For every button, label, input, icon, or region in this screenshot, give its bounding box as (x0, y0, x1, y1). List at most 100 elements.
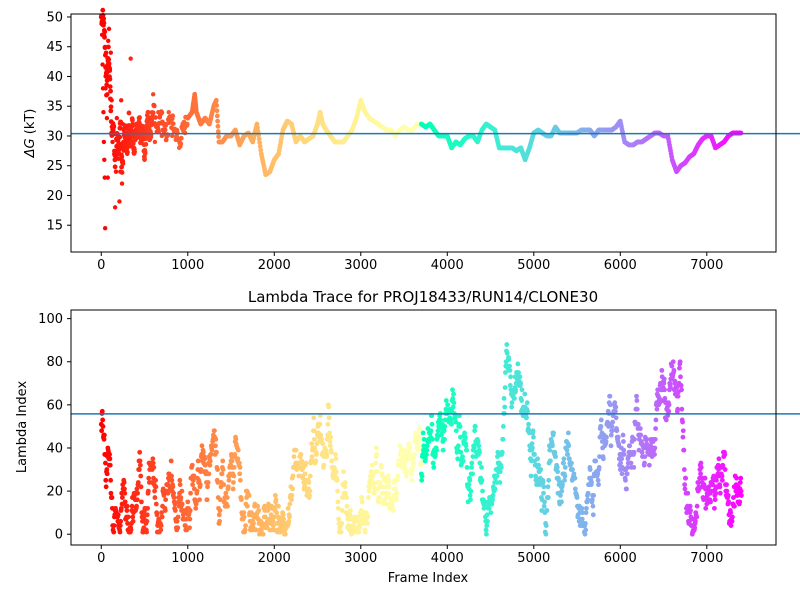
bottom-lambda-point (235, 447, 241, 453)
top-scatter-point (102, 157, 107, 162)
bottom-lambda-point (524, 415, 529, 421)
bottom-lambda-point (555, 469, 561, 475)
bottom-lambda-point (417, 436, 423, 442)
bottom-lambda-point (551, 430, 556, 436)
bottom-lambda-point (393, 486, 399, 492)
top-x-tick-label: 0 (97, 258, 105, 273)
bottom-lambda-point (130, 514, 136, 520)
bottom-lambda-point (717, 490, 723, 496)
bottom-lambda-point (698, 471, 703, 477)
bottom-lambda-point (153, 477, 159, 483)
bottom-lambda-point (582, 521, 588, 526)
top-trace-point (255, 125, 260, 131)
bottom-lambda-point (336, 516, 342, 522)
top-x-tick-label: 2000 (258, 258, 291, 273)
bottom-lambda-point (219, 471, 225, 477)
bottom-lambda-point (101, 436, 107, 442)
bottom-lambda-point (397, 443, 403, 449)
top-scatter-point (113, 169, 119, 174)
bottom-lambda-point (253, 527, 259, 533)
bottom-lambda-point (379, 464, 384, 470)
bottom-lambda-point (187, 525, 192, 531)
bottom-lambda-point (631, 464, 637, 470)
top-y-axis-label: ΔG (kT) (23, 109, 38, 159)
bottom-lambda-point (428, 428, 434, 434)
bottom-lambda-point (236, 460, 242, 466)
bottom-lambda-point (540, 480, 546, 485)
bottom-lambda-point (386, 484, 392, 490)
bottom-lambda-point (710, 482, 716, 488)
bottom-lambda-point (609, 428, 615, 434)
bottom-lambda-point (320, 441, 326, 447)
top-trace-point (108, 108, 114, 114)
bottom-lambda-point (541, 490, 546, 496)
bottom-lambda-point (272, 493, 278, 498)
top-trace-point (108, 104, 114, 110)
top-y-tick-label: 35 (46, 100, 63, 115)
bottom-lambda-point (347, 512, 353, 518)
bottom-lambda-point (694, 514, 700, 520)
bottom-lambda-point (118, 518, 124, 524)
bottom-lambda-point (108, 490, 114, 496)
bottom-lambda-point (124, 503, 130, 509)
bottom-lambda-point (144, 512, 150, 518)
bottom-lambda-point (583, 505, 589, 511)
bottom-lambda-point (738, 488, 744, 494)
bottom-lambda-point (528, 473, 534, 479)
bottom-lambda-point (642, 454, 648, 460)
bottom-lambda-point (313, 458, 319, 464)
top-trace-point (258, 147, 264, 153)
bottom-lambda-point (136, 467, 142, 472)
top-x-tick-label: 1000 (171, 258, 204, 273)
bottom-lambda-point (590, 512, 596, 518)
bottom-lambda-point (731, 495, 736, 500)
bottom-lambda-point (327, 430, 333, 436)
top-trace-point (145, 109, 151, 115)
bottom-lambda-point (464, 447, 470, 453)
bottom-lambda-point (356, 529, 362, 535)
bottom-lambda-point (719, 477, 725, 483)
bottom-lambda-point (448, 417, 454, 423)
bottom-lambda-point (455, 443, 461, 449)
bottom-lambda-point (572, 475, 578, 481)
bottom-lambda-point (172, 501, 178, 507)
bottom-lambda-point (179, 501, 185, 507)
top-trace-point (125, 149, 130, 155)
bottom-y-tick-label: 80 (46, 355, 63, 370)
bottom-lambda-point (327, 443, 333, 449)
bottom-lambda-point (411, 460, 417, 466)
bottom-lambda-point (369, 462, 375, 468)
bottom-lambda-point (593, 458, 599, 464)
bottom-lambda-point (596, 464, 602, 470)
bottom-lambda-point (188, 490, 193, 496)
bottom-lambda-point (618, 460, 624, 466)
top-scatter-point (117, 199, 122, 204)
top-trace-point (107, 66, 113, 72)
bottom-lambda-point (216, 512, 222, 518)
bottom-lambda-point (205, 480, 211, 485)
bottom-lambda-point (374, 469, 380, 475)
bottom-lambda-point (451, 391, 456, 397)
bottom-lambda-point (420, 430, 426, 436)
bottom-chart-title: Lambda Trace for PROJ18433/RUN14/CLONE30 (248, 288, 598, 306)
top-trace-point (102, 52, 108, 58)
bottom-lambda-point (104, 471, 110, 477)
top-trace-point (100, 7, 106, 13)
bottom-lambda-point (631, 449, 637, 455)
bottom-lambda-point (419, 473, 425, 479)
bottom-lambda-point (500, 424, 506, 429)
bottom-y-ticks: 0 20 40 60 80 100 (38, 312, 71, 543)
bottom-lambda-point (256, 508, 262, 513)
bottom-lambda-point (202, 462, 208, 468)
bottom-lambda-point (463, 443, 469, 449)
bottom-lambda-point (434, 447, 439, 453)
bottom-lambda-point (421, 443, 427, 449)
bottom-lambda-point (607, 393, 613, 399)
bottom-lambda-point (221, 482, 227, 488)
bottom-lambda-point (624, 471, 630, 477)
bottom-lambda-point (518, 380, 524, 386)
bottom-lambda-point (374, 452, 380, 457)
bottom-lambda-point (182, 523, 188, 528)
bottom-lambda-point (529, 441, 535, 447)
top-x-tick-label: 3000 (344, 258, 377, 273)
